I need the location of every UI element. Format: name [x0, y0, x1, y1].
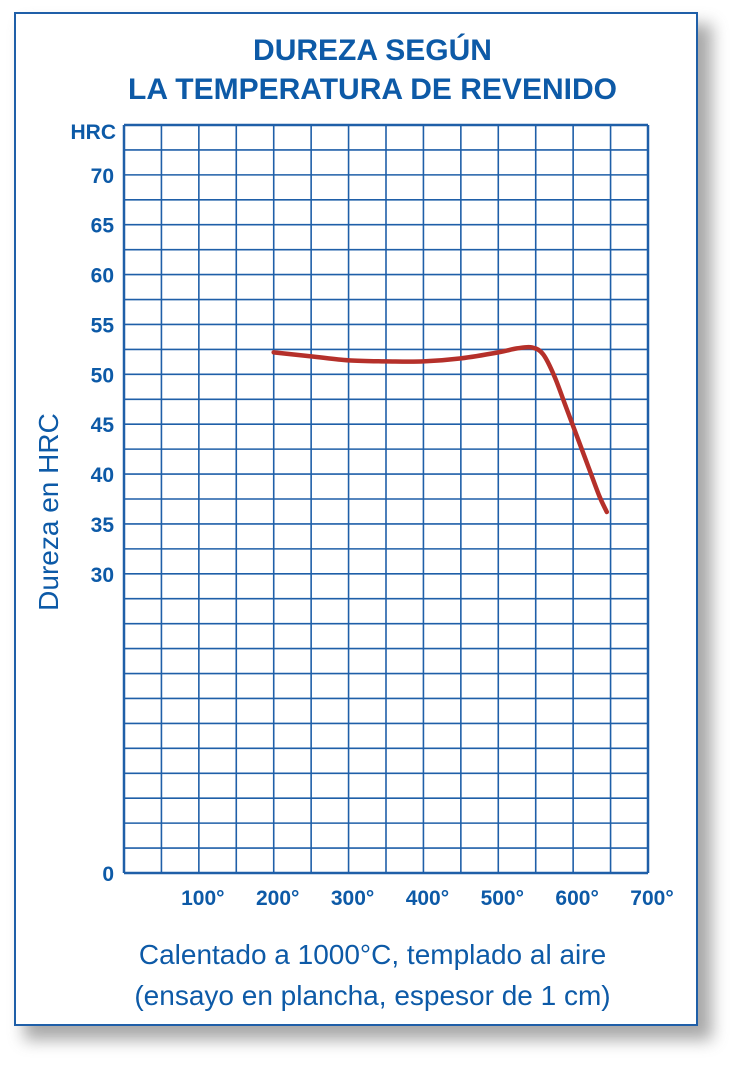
x-axis-ticks: 100° 200° 300° 400° 500° 600° 700°	[181, 887, 674, 910]
y-axis-unit-label: HRC	[71, 121, 117, 144]
y-tick-label: 45	[91, 414, 115, 437]
chart-title-line1: DUREZA SEGÚN	[253, 34, 492, 67]
y-tick-label: 55	[91, 314, 115, 337]
footer-note-line1: Calentado a 1000°C, templado al aire	[138, 939, 607, 970]
x-tick-label: 300°	[331, 887, 374, 910]
x-tick-label: 200°	[256, 887, 299, 910]
footer-note-line2: (ensayo en plancha, espesor de 1 cm)	[134, 980, 611, 1011]
y-tick-label: 30	[91, 564, 114, 587]
chart-grid	[122, 123, 650, 875]
y-tick-label: 60	[91, 265, 114, 288]
y-tick-label: 40	[91, 464, 114, 487]
y-tick-label: 65	[91, 215, 115, 238]
x-tick-label: 100°	[181, 887, 224, 910]
hardness-curve-line	[271, 344, 610, 515]
y-tick-label: 70	[91, 165, 114, 188]
y-tick-label: 35	[91, 514, 115, 537]
x-tick-label: 700°	[630, 887, 673, 910]
y-axis-title: Dureza en HRC	[33, 413, 64, 611]
x-tick-label: 600°	[555, 887, 598, 910]
chart-card	[14, 12, 698, 1026]
x-tick-label: 400°	[406, 887, 449, 910]
x-tick-label: 500°	[481, 887, 524, 910]
y-axis-ticks: 0 30 35 40 45 50 55 60 65 70	[91, 165, 115, 886]
y-tick-label: 50	[91, 364, 114, 387]
chart-title-line2: LA TEMPERATURA DE REVENIDO	[128, 73, 617, 106]
y-tick-label: 0	[102, 863, 114, 886]
